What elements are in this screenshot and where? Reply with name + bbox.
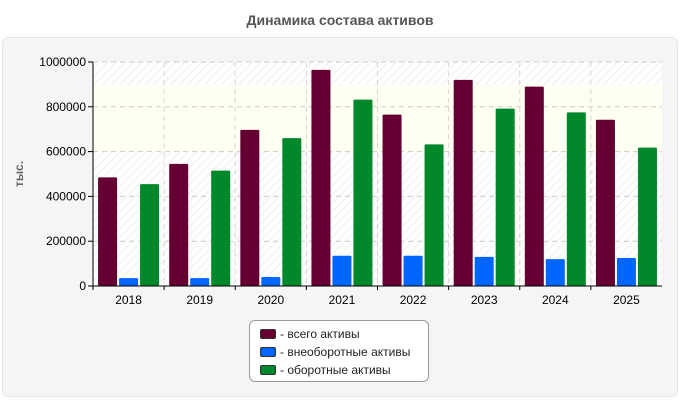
bar-current (637, 147, 657, 286)
legend-label-total: - всего активы (280, 327, 360, 341)
y-tick-label: 200000 (46, 234, 86, 248)
bar-total (453, 79, 473, 286)
y-tick-label: 800000 (46, 100, 86, 114)
y-tick-label: 0 (79, 279, 86, 293)
bar-total (169, 163, 189, 286)
legend-swatch-total (260, 329, 276, 339)
bar-current (566, 112, 586, 287)
y-axis-label: тыс. (12, 161, 26, 187)
bar-total (382, 114, 402, 286)
bar-noncurrent (119, 278, 139, 286)
x-tick-label: 2020 (257, 293, 284, 307)
y-tick-label: 600000 (46, 145, 86, 159)
legend-label-current: - оборотные активы (280, 363, 391, 377)
y-tick-label: 1000000 (39, 55, 86, 69)
bar-noncurrent (545, 259, 565, 286)
bar-total (311, 69, 331, 286)
legend-item-current: - оборотные активы (260, 361, 428, 379)
x-tick-label: 2018 (115, 293, 142, 307)
bar-current (140, 184, 160, 286)
legend-swatch-noncurrent (260, 347, 276, 357)
x-tick-label: 2019 (186, 293, 213, 307)
bar-total (595, 119, 615, 287)
bar-current (211, 170, 231, 286)
x-tick-label: 2023 (471, 293, 498, 307)
legend-item-noncurrent: - внеоборотные активы (260, 343, 428, 361)
chart-legend: - всего активы - внеоборотные активы - о… (249, 320, 429, 382)
x-tick-label: 2024 (542, 293, 569, 307)
bar-current (282, 138, 302, 286)
bar-current (495, 108, 515, 286)
bar-total (98, 177, 118, 286)
legend-label-noncurrent: - внеоборотные активы (280, 345, 411, 359)
legend-swatch-current (260, 365, 276, 375)
bar-noncurrent (261, 277, 281, 286)
bar-noncurrent (474, 256, 494, 286)
bar-noncurrent (616, 258, 636, 286)
x-tick-label: 2022 (400, 293, 427, 307)
bar-current (424, 144, 444, 286)
x-tick-label: 2021 (329, 293, 356, 307)
chart-title: Динамика состава активов (246, 12, 434, 28)
y-tick-label: 400000 (46, 189, 86, 203)
bar-total (240, 129, 260, 286)
legend-item-total: - всего активы (260, 325, 428, 343)
bar-noncurrent (190, 278, 210, 286)
bar-total (524, 86, 544, 286)
bar-noncurrent (403, 255, 423, 286)
x-tick-label: 2025 (613, 293, 640, 307)
bar-current (353, 99, 373, 286)
bar-noncurrent (332, 255, 352, 286)
